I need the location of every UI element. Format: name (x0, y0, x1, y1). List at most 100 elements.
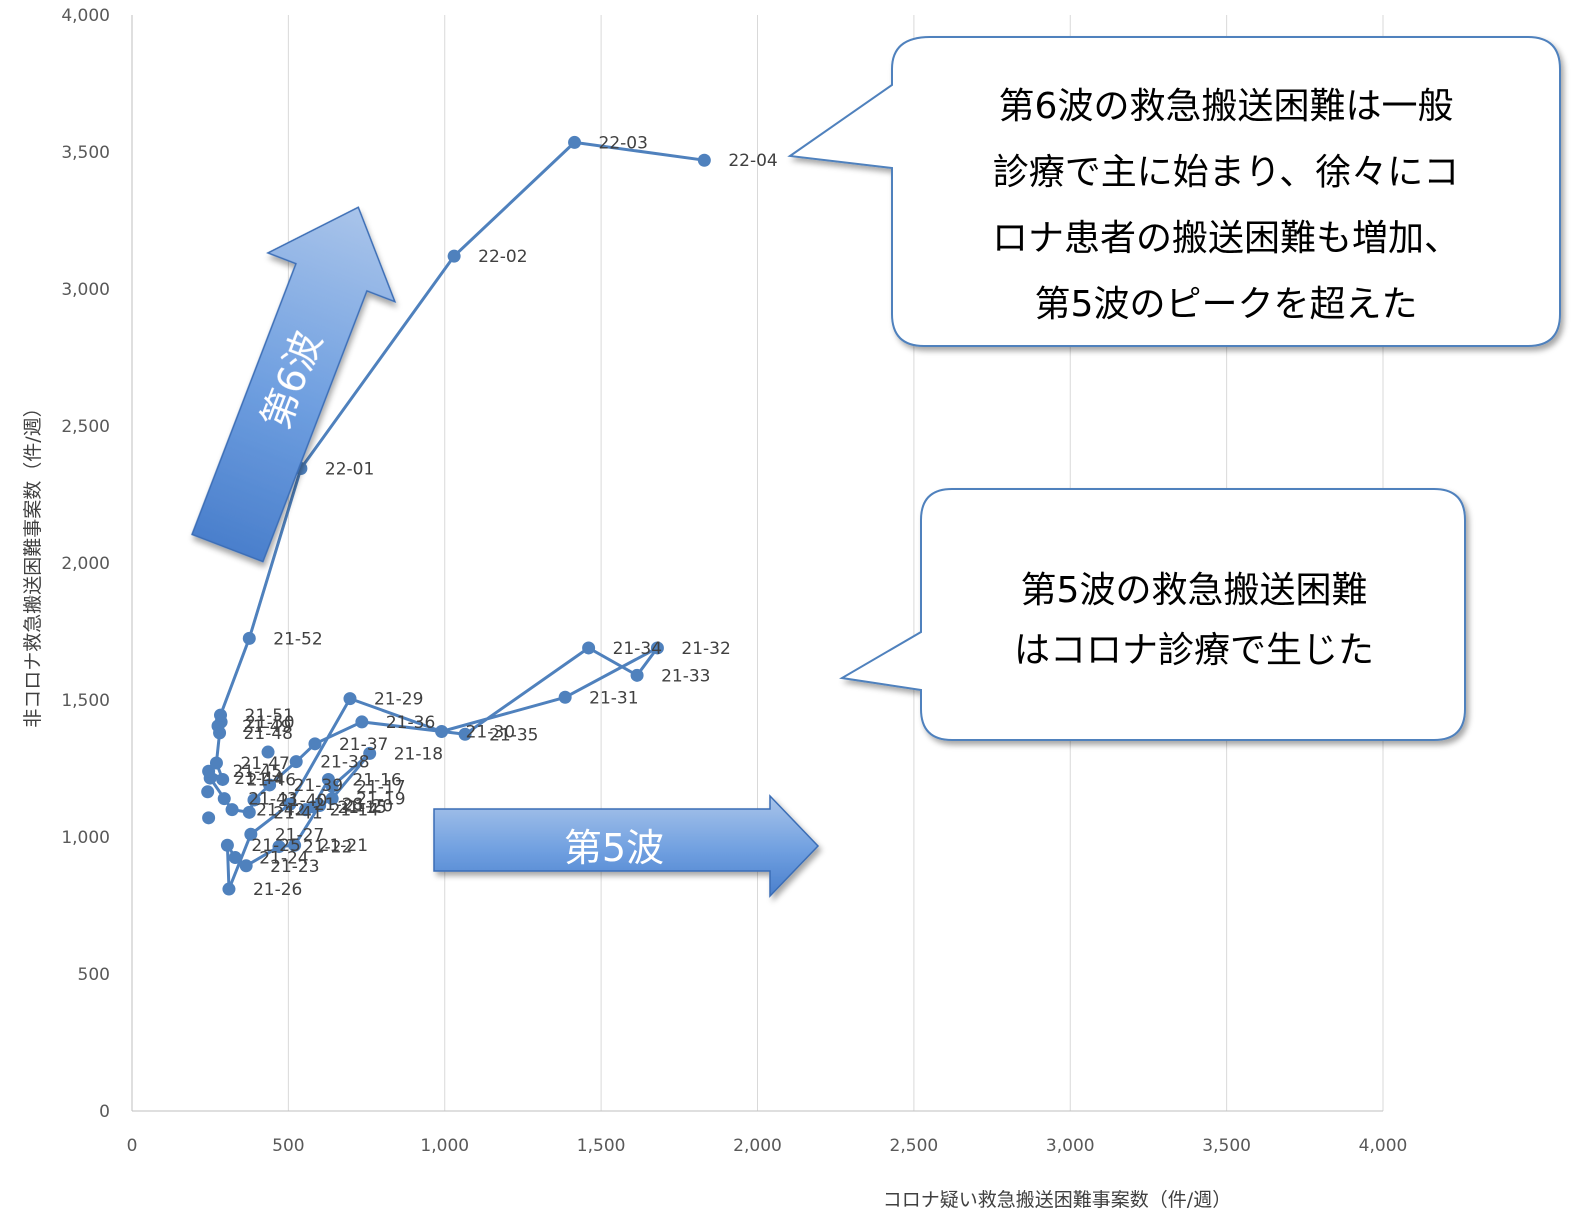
data-point (242, 631, 256, 645)
data-point (217, 792, 231, 806)
x-tick-label: 2,500 (890, 1136, 939, 1156)
data-label: 21-47 (240, 754, 289, 774)
data-point (435, 725, 449, 739)
data-point (263, 778, 277, 792)
data-label: 21-41 (273, 803, 322, 823)
data-label: 21-37 (339, 735, 388, 755)
data-label: 22-03 (599, 133, 648, 153)
callout-wave6-line2: 診療で主に始まり、徐々にコ (993, 152, 1460, 193)
data-label: 21-42 (256, 801, 305, 821)
data-label: 21-51 (245, 706, 294, 726)
data-point (308, 737, 322, 751)
data-label: 21-27 (275, 825, 324, 845)
data-label: 21-18 (394, 744, 443, 764)
axes (131, 15, 1383, 1112)
x-axis-title: コロナ疑い救急搬送困難事案数（件/週） (883, 1189, 1231, 1211)
y-axis-title: 非コロナ救急搬送困難事案数（件/週） (22, 398, 44, 727)
x-tick-label: 1,000 (420, 1136, 469, 1156)
data-label: 21-28 (314, 795, 363, 815)
y-axis-ticks: 0 500 1,000 1,500 2,000 2,500 3,000 3,500 4,000 (61, 6, 110, 1122)
wave5-label: 第5波 (564, 826, 664, 870)
x-tick-label: 3,500 (1202, 1136, 1251, 1156)
wave5-arrow: 第5波 (433, 794, 820, 898)
data-label: 21-48 (244, 724, 293, 744)
data-label: 21-35 (489, 725, 538, 745)
y-tick-label: 1,000 (61, 828, 110, 848)
x-tick-label: 2,000 (733, 1136, 782, 1156)
callout-wave6-line1: 第6波の救急搬送困難は一般 (999, 86, 1454, 127)
data-label: 21-44 (234, 769, 283, 789)
data-point (697, 153, 711, 167)
data-label: 21-14 (330, 801, 379, 821)
data-label: 21-39 (294, 776, 343, 796)
data-point (209, 756, 223, 770)
x-tick-label: 1,500 (577, 1136, 626, 1156)
series-markers (201, 135, 711, 896)
data-point (458, 727, 472, 741)
data-point (343, 692, 357, 706)
callout-wave6-line4: 第5波のピークを超えた (1035, 284, 1418, 325)
x-axis-ticks: 0 500 1,000 1,500 2,000 2,500 3,000 3,500 4,000 (127, 1136, 1408, 1156)
data-point (325, 792, 339, 806)
data-label: 21-43 (248, 790, 297, 810)
data-label: 21-52 (273, 629, 322, 649)
data-point (283, 797, 297, 811)
y-tick-label: 0 (99, 1102, 110, 1122)
x-tick-label: 3,000 (1046, 1136, 1095, 1156)
y-tick-label: 2,500 (61, 417, 110, 437)
data-point (650, 641, 664, 655)
x-tick-label: 500 (272, 1136, 304, 1156)
data-label: 21-26 (253, 880, 302, 900)
data-label: 21-17 (356, 777, 405, 797)
data-label: 21-20 (344, 796, 393, 816)
data-point (355, 715, 369, 729)
y-tick-label: 3,000 (61, 280, 110, 300)
callout-wave5 (839, 488, 1466, 741)
data-point (447, 249, 461, 263)
data-label: 21-19 (356, 790, 405, 810)
data-label: 21-40 (278, 791, 327, 811)
data-point (288, 838, 302, 852)
data-label: 21-50 (245, 713, 294, 733)
data-point (247, 793, 261, 807)
data-label: 21-23 (270, 857, 319, 877)
data-label: 22-01 (325, 459, 374, 479)
data-point (202, 764, 216, 778)
x-tick-label: 0 (127, 1136, 138, 1156)
data-point (630, 668, 644, 682)
data-point (325, 779, 339, 793)
data-point (289, 755, 303, 769)
data-label: 21-38 (320, 753, 369, 773)
data-label: 21-31 (589, 688, 638, 708)
data-label: 21-21 (319, 836, 368, 856)
data-label: 21-24 (259, 849, 308, 869)
data-label: 21-32 (681, 639, 730, 659)
data-point (242, 805, 256, 819)
data-point (202, 811, 216, 825)
data-point (313, 798, 327, 812)
data-label: 21-25 (251, 836, 300, 856)
y-tick-label: 1,500 (61, 691, 110, 711)
data-label: 21-30 (466, 723, 515, 743)
callout-wave5-line2: はコロナ診療で生じた (1014, 630, 1374, 671)
data-label: 21-22 (303, 838, 352, 858)
data-label: 21-36 (386, 713, 435, 733)
data-point (558, 690, 572, 704)
data-label: 21-46 (247, 770, 296, 790)
data-point (239, 859, 253, 873)
data-label: 21-29 (374, 690, 423, 710)
data-point (363, 746, 377, 760)
y-tick-label: 2,000 (61, 554, 110, 574)
x-tick-label: 4,000 (1359, 1136, 1408, 1156)
data-point (261, 745, 275, 759)
data-point (228, 851, 242, 865)
y-tick-label: 500 (78, 965, 110, 985)
data-label: 21-34 (613, 639, 662, 659)
y-tick-label: 3,500 (61, 143, 110, 163)
data-point (244, 827, 258, 841)
callout-wave6 (787, 36, 1561, 347)
data-label: 21-15 (337, 798, 386, 818)
callout-wave6-line3: ロナ患者の搬送困難も増加、 (992, 218, 1460, 259)
data-point (568, 135, 582, 149)
